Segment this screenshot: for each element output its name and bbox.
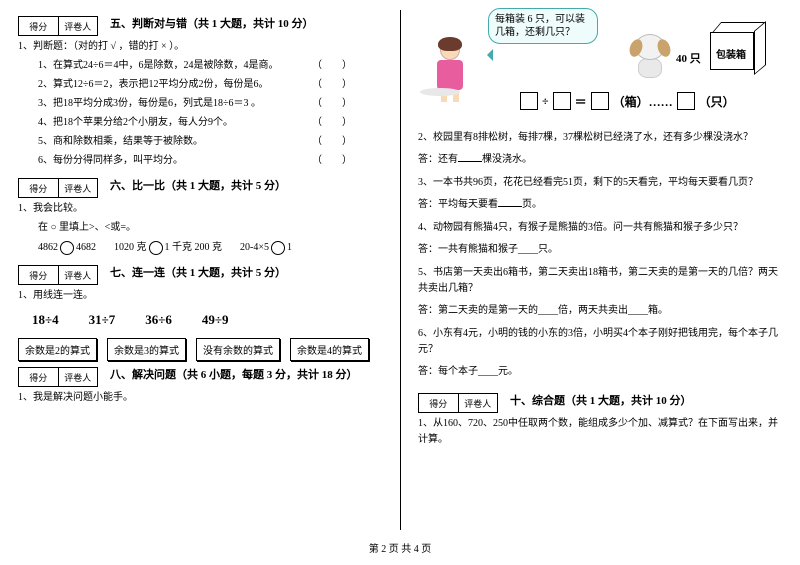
dog-illustration [630, 34, 670, 84]
s6-compare-row: 48624682 1020 克1 千克 200 克 20-4×51 [18, 240, 382, 256]
remainder-box: 余数是3的算式 [107, 338, 186, 361]
score-label: 得分 [419, 394, 459, 412]
score-box: 得分 评卷人 [18, 16, 98, 36]
score-box: 得分 评卷人 [18, 367, 98, 387]
s5-item: 3、把18平均分成3份，每份是6，列式是18÷6＝3 。（ ） [38, 96, 382, 112]
s7-eq: 49÷9 [202, 312, 229, 328]
section-6-title: 六、比一比（共 1 大题，共计 5 分） [110, 177, 286, 193]
s5-item: 1、在算式24÷6＝4中，6是除数，24是被除数，4是商。（ ） [38, 58, 382, 74]
score-label: 得分 [19, 179, 59, 197]
section-10-title: 十、综合题（共 1 大题，共计 10 分） [510, 392, 692, 408]
q6: 6、小东有4元，小明的钱的小东的3倍，小明买4个本子刚好把钱用完，每个本子几元？ [418, 326, 782, 358]
s5-items: 1、在算式24÷6＝4中，6是除数，24是被除数，4是商。（ ） 2、算式12÷… [18, 58, 382, 169]
s7-eq: 36÷6 [145, 312, 172, 328]
a5: 答：第二天卖的是第一天的____倍，两天共卖出____箱。 [418, 301, 782, 316]
s7-boxes: 余数是2的算式 余数是3的算式 没有余数的算式 余数是4的算式 [18, 338, 382, 361]
blank-square [591, 92, 609, 110]
circle-blank [271, 241, 285, 255]
s6-lead: 1、我会比较。 [18, 201, 382, 217]
reviewer-label: 评卷人 [59, 266, 98, 284]
reviewer-label: 评卷人 [459, 394, 498, 412]
blank-line [458, 152, 482, 162]
score-box: 得分 评卷人 [418, 393, 498, 413]
s6-sub: 在 ○ 里填上>、<或=。 [18, 220, 382, 236]
a4: 答：一共有熊猫和猴子____只。 [418, 240, 782, 255]
q3: 3、一本书共96页，花花已经看完51页，剩下的5天看完，平均每天要看几页？ [418, 175, 782, 191]
blank-square [677, 92, 695, 110]
s5-item: 4、把18个苹果分给2个小朋友，每人分9个。（ ） [38, 115, 382, 131]
section-10-header: 得分 评卷人 十、综合题（共 1 大题，共计 10 分） [418, 387, 782, 413]
section-8-title: 八、解决问题（共 6 小题，每题 3 分，共计 18 分） [110, 366, 358, 382]
blank-square [553, 92, 571, 110]
q2: 2、校园里有8排松树，每排7棵，37棵松树已经浇了水，还有多少棵没浇水？ [418, 130, 782, 146]
a3: 答：平均每天要看页。 [418, 195, 782, 210]
blank-line [498, 197, 522, 207]
section-5-header: 得分 评卷人 五、判断对与错（共 1 大题，共计 10 分） [18, 10, 382, 36]
section-6-header: 得分 评卷人 六、比一比（共 1 大题，共计 5 分） [18, 172, 382, 198]
score-box: 得分 评卷人 [18, 178, 98, 198]
speech-bubble: 每箱装 6 只，可以装几箱，还剩几只？ [488, 8, 598, 44]
score-label: 得分 [19, 266, 59, 284]
s7-eq: 18÷4 [32, 312, 59, 328]
remainder-box: 没有余数的算式 [196, 338, 280, 361]
circle-blank [60, 241, 74, 255]
shadow [420, 88, 460, 96]
s5-lead: 1、判断题：（对的打 √ ，错的打 × ）。 [18, 39, 382, 55]
package-label: 包装箱 [716, 46, 746, 61]
remainder-box: 余数是4的算式 [290, 338, 369, 361]
remainder-box: 余数是2的算式 [18, 338, 97, 361]
right-column: 每箱装 6 只，可以装几箱，还剩几只？ 40 只 包装箱 ÷ ＝ （箱）…… （… [400, 0, 800, 530]
page-footer: 第 2 页 共 4 页 [0, 540, 800, 555]
section-7-header: 得分 评卷人 七、连一连（共 1 大题，共计 5 分） [18, 259, 382, 285]
s10-q1: 1、从160、720、250中任取两个数，能组成多少个加、减算式？在下面写出来，… [418, 416, 782, 448]
q5: 5、书店第一天卖出6箱书，第二天卖出18箱书，第二天卖的是第一天的几倍？两天共卖… [418, 265, 782, 297]
s5-item: 2、算式12÷6＝2，表示把12平均分成2份，每份是6。（ ） [38, 77, 382, 93]
a2: 答：还有棵没浇水。 [418, 150, 782, 165]
section-8-header: 得分 评卷人 八、解决问题（共 6 小题，每题 3 分，共计 18 分） [18, 361, 382, 387]
circle-blank [149, 241, 163, 255]
score-label: 得分 [19, 368, 59, 386]
reviewer-label: 评卷人 [59, 179, 98, 197]
reviewer-label: 评卷人 [59, 17, 98, 35]
s7-lead: 1、用线连一连。 [18, 288, 382, 304]
score-box: 得分 评卷人 [18, 265, 98, 285]
score-label: 得分 [19, 17, 59, 35]
package-box-illustration: 包装箱 [710, 22, 766, 70]
s7-eq: 31÷7 [89, 312, 116, 328]
s5-item: 5、商和除数相乘，结果等于被除数。（ ） [38, 134, 382, 150]
section-7-title: 七、连一连（共 1 大题，共计 5 分） [110, 264, 286, 280]
s7-equations: 18÷4 31÷7 36÷6 49÷9 [32, 312, 382, 328]
s5-item: 6、每份分得同样多，叫平均分。（ ） [38, 153, 382, 169]
blank-square [520, 92, 538, 110]
q4: 4、动物园有熊猫4只，有猴子是熊猫的3倍。问一共有熊猫和猴子多少只？ [418, 220, 782, 236]
a6: 答：每个本子____元。 [418, 362, 782, 377]
s8-lead: 1、我是解决问题小能手。 [18, 390, 382, 406]
equation-fill: ÷ ＝ （箱）…… （只） [520, 92, 735, 110]
section-5-title: 五、判断对与错（共 1 大题，共计 10 分） [110, 15, 314, 31]
eq-tail: （只） [699, 93, 735, 110]
eq-tail: （箱）…… [613, 93, 673, 110]
reviewer-label: 评卷人 [59, 368, 98, 386]
left-column: 得分 评卷人 五、判断对与错（共 1 大题，共计 10 分） 1、判断题：（对的… [0, 0, 400, 530]
count-label: 40 只 [676, 50, 701, 66]
